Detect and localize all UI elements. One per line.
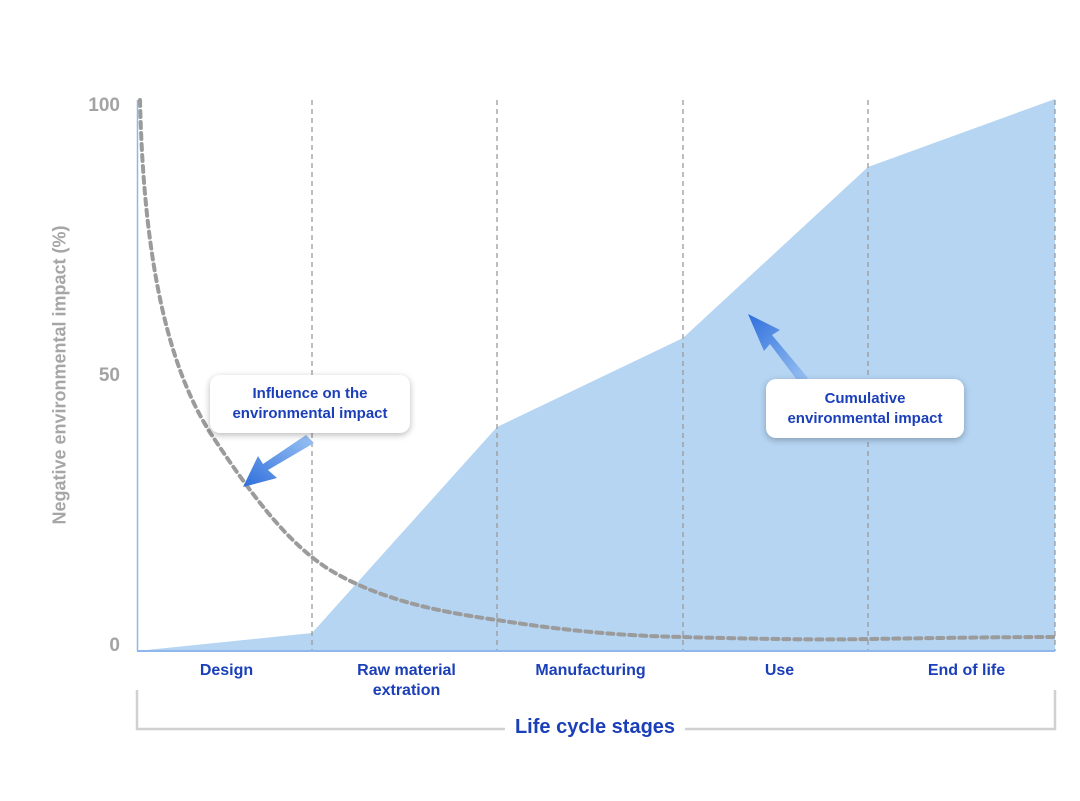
influence-callout-line1: Influence on the: [252, 385, 368, 402]
y-tick-0: 0: [109, 635, 120, 656]
x-category-label: Manufacturing: [535, 662, 646, 679]
cumulative-impact-area: [137, 99, 1055, 651]
cumulative-arrow-icon: [748, 314, 808, 384]
x-category-label: Raw material: [357, 662, 456, 679]
y-tick-50: 50: [98, 365, 120, 386]
influence-arrow-icon: [243, 435, 314, 487]
x-category-use: Use: [687, 661, 872, 681]
x-category-manufacturing: Manufacturing: [498, 661, 683, 681]
cumulative-callout: Cumulative environmental impact: [766, 379, 964, 438]
x-category-label-line2: extration: [372, 682, 441, 699]
influence-curve: [138, 98, 1057, 642]
x-category-label: End of life: [927, 662, 1006, 679]
x-category-design: Design: [134, 661, 319, 681]
influence-callout: Influence on the environmental impact: [210, 375, 410, 433]
x-category-raw-material: Raw material extration: [314, 661, 499, 701]
cumulative-callout-line1: Cumulative: [824, 389, 906, 407]
y-tick-100: 100: [88, 95, 120, 116]
x-axis-title: Life cycle stages: [504, 716, 686, 739]
x-category-end-of-life: End of life: [874, 661, 1059, 681]
x-category-label: Design: [199, 662, 254, 679]
influence-callout-line2: environmental impact: [232, 405, 388, 422]
cumulative-callout-line2: environmental impact: [787, 409, 943, 427]
x-category-label: Use: [764, 662, 795, 679]
y-axis-label: Negative environmental impact (%): [49, 225, 70, 525]
